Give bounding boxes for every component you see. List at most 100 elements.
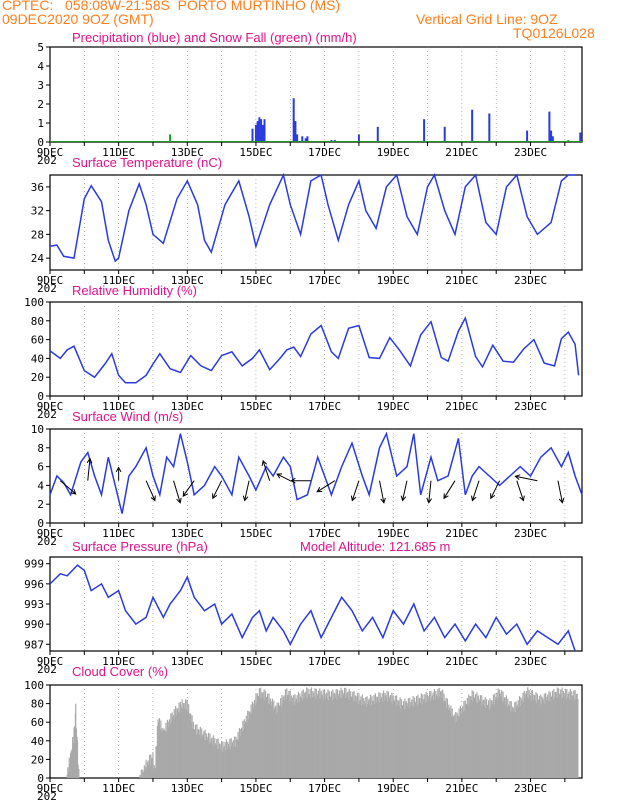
cloud-bar (280, 698, 282, 778)
x-tick-label: 17DEC (308, 655, 341, 668)
cloud-bar (388, 699, 390, 778)
cloud-bar (357, 703, 359, 778)
cloud-bar (459, 705, 462, 778)
cloud-bar (428, 699, 430, 778)
cloud-bar (193, 728, 195, 778)
cloud-bar (434, 699, 436, 778)
cloud-bar (468, 703, 471, 778)
cloud-bar (176, 708, 178, 778)
cloud-bar (236, 739, 238, 778)
panel-title: Precipitation (blue) and Snow Fall (gree… (72, 30, 357, 45)
x-tick-label: 21DEC (445, 655, 478, 668)
y-tick-label: 100 (24, 296, 44, 309)
panel-frame (49, 556, 583, 652)
cloud-bar (156, 745, 158, 778)
cloud-bar (424, 702, 427, 778)
panel-frame (49, 301, 583, 397)
wind-arrow (276, 473, 291, 482)
cloud-bar (502, 691, 504, 778)
cloud-bar (570, 699, 572, 778)
x-tick-label: 11DEC (102, 782, 135, 795)
cloud-bar (315, 688, 317, 778)
x-tick-label: 19DEC (377, 527, 410, 540)
wind-arrow (515, 475, 538, 482)
cloud-bar (214, 743, 217, 778)
precip-bar (256, 121, 259, 142)
cloud-bar (279, 705, 281, 778)
cloud-bar (441, 697, 443, 778)
cloud-bar (73, 727, 75, 778)
x-tick-label: 11DEC (102, 527, 135, 540)
cloud-bar (519, 705, 521, 778)
cloud-bar (216, 749, 219, 778)
cloud-bar (196, 724, 198, 778)
cloud-bar (197, 728, 199, 778)
cloud-bar (398, 700, 400, 778)
cloud-bar (284, 699, 286, 778)
wind-arrow-head (558, 497, 565, 504)
cloud-bar (242, 730, 245, 778)
precip-bar (258, 117, 261, 142)
cloud-bar (413, 697, 416, 778)
cloud-bar (513, 711, 515, 778)
wind-arrow-head (176, 497, 182, 504)
cloud-bar (456, 712, 458, 778)
cloud-bar (354, 700, 356, 778)
cloud-bar (493, 704, 495, 778)
cloud-bar (340, 687, 342, 778)
cloud-bar (381, 693, 383, 778)
precip-bar (357, 134, 360, 142)
cloud-bar (339, 690, 341, 778)
cloud-bar (139, 774, 141, 778)
cloud-bar (460, 713, 462, 778)
cloud-bar (226, 749, 228, 778)
cloud-bar (290, 701, 292, 778)
cloud-bar (249, 713, 252, 778)
cloud-bar (429, 691, 431, 778)
cloud-bar (350, 696, 352, 778)
cloud-bar (313, 696, 315, 778)
cloud-bar (452, 717, 454, 778)
cloud-bar (308, 693, 311, 778)
cloud-bar (184, 699, 187, 778)
y-tick-label: 20 (31, 753, 44, 766)
cloud-bar (328, 700, 330, 778)
cloud-bar (142, 769, 144, 778)
cloud-bar (415, 702, 417, 778)
cloud-bar (265, 697, 267, 778)
wind-arrow (244, 480, 250, 501)
cloud-bar (243, 719, 245, 778)
cloud-bar (284, 689, 287, 778)
cloud-bar (444, 700, 446, 778)
cloud-bar (332, 699, 335, 778)
cloud-bar (338, 694, 340, 778)
cloud-bar (260, 697, 263, 778)
cloud-bar (293, 705, 295, 778)
cloud-bar (150, 759, 153, 778)
cloud-bar (227, 743, 230, 778)
cloud-bar (490, 707, 492, 778)
cloud-bar (306, 697, 309, 778)
cloud-bar (323, 689, 326, 778)
cloud-bar (501, 701, 503, 778)
cloud-bar (375, 702, 377, 778)
cloud-bar (480, 705, 482, 778)
cloud-bar (438, 687, 440, 778)
cloud-bar (322, 689, 324, 778)
cloud-bar (442, 701, 444, 778)
cloud-bar (281, 695, 283, 778)
cloud-bar (331, 700, 333, 778)
y-tick-label: 0 (37, 390, 44, 403)
cloud-bar (190, 722, 193, 778)
cloud-bar (444, 701, 446, 778)
x-tick-label: 23DEC (514, 146, 547, 159)
cloud-bar (562, 697, 564, 778)
cloud-bar (550, 696, 552, 778)
cloud-bar (415, 696, 418, 778)
cloud-bar (423, 699, 425, 778)
cloud-bar (310, 687, 313, 778)
cloud-bar (446, 698, 449, 778)
cloud-bar (144, 769, 146, 778)
panel-note: Model Altitude: 121.685 m (300, 539, 450, 554)
cloud-bar (311, 697, 313, 778)
